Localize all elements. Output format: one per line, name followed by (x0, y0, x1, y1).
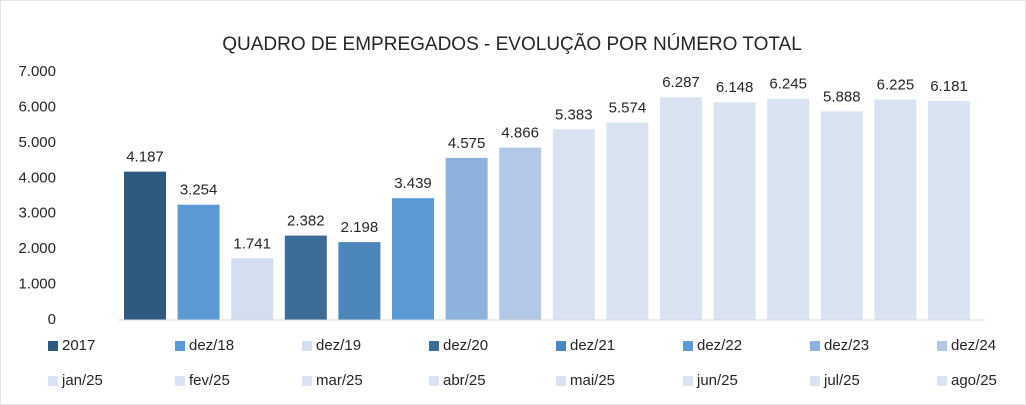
legend-swatch (810, 341, 820, 351)
value-label: 6.148 (716, 79, 754, 96)
value-label: 3.439 (394, 175, 432, 192)
value-label: 4.866 (501, 125, 539, 142)
bar (928, 101, 970, 321)
legend-swatch (937, 376, 947, 386)
bar (552, 129, 595, 320)
y-tick-label: 1.000 (18, 276, 56, 293)
value-label: 5.888 (823, 88, 861, 105)
value-label: 2.198 (341, 219, 379, 236)
legend-label: dez/21 (570, 337, 615, 354)
value-label: 5.574 (609, 99, 647, 116)
y-tick-label: 4.000 (18, 169, 56, 186)
legend-swatch (937, 341, 947, 351)
legend-swatch (302, 341, 312, 351)
bar (338, 242, 381, 320)
legend-label: fev/25 (189, 372, 230, 389)
legend-label: dez/20 (443, 337, 488, 354)
value-label: 5.383 (555, 106, 593, 123)
legend-label: mai/25 (570, 372, 615, 389)
bar (392, 198, 434, 320)
legend-swatch (429, 341, 439, 351)
legend-label: jan/25 (61, 372, 103, 389)
bar (767, 98, 810, 321)
y-tick-label: 0 (48, 311, 56, 328)
bar (874, 99, 917, 320)
legend-label: dez/23 (824, 337, 869, 354)
value-label: 6.287 (662, 74, 700, 91)
legend-swatch (175, 376, 185, 386)
bar (499, 147, 542, 320)
value-label: 4.575 (448, 135, 486, 152)
y-tick-label: 6.000 (18, 98, 56, 115)
bar (606, 122, 649, 320)
legend-swatch (683, 376, 693, 386)
legend-swatch (556, 376, 566, 386)
legend-label: dez/24 (951, 337, 996, 354)
legend-swatch (48, 341, 58, 351)
chart-title: QUADRO DE EMPREGADOS - EVOLUÇÃO POR NÚME… (222, 33, 802, 55)
value-label: 6.225 (877, 76, 915, 93)
legend-label: jun/25 (696, 372, 738, 389)
value-label: 2.382 (287, 213, 325, 230)
legend-swatch (429, 376, 439, 386)
bar (660, 97, 702, 320)
legend-swatch (48, 376, 58, 386)
value-label: 6.181 (930, 78, 968, 95)
value-label: 4.187 (126, 149, 164, 166)
bar (231, 258, 274, 320)
y-tick-label: 5.000 (18, 134, 56, 151)
legend-label: mar/25 (316, 372, 363, 389)
legend-label: dez/18 (189, 337, 234, 354)
legend-swatch (810, 376, 820, 386)
value-label: 3.254 (180, 182, 218, 199)
legend-swatch (556, 341, 566, 351)
legend-swatch (683, 341, 693, 351)
legend-label: dez/22 (697, 337, 742, 354)
legend-swatch (302, 376, 312, 386)
bar (713, 102, 756, 320)
y-tick-label: 2.000 (18, 240, 56, 257)
value-label: 1.741 (233, 235, 271, 252)
bar (820, 111, 863, 320)
y-tick-label: 7.000 (18, 63, 56, 80)
bar (445, 157, 488, 320)
value-label: 6.245 (769, 76, 807, 93)
bar (284, 235, 327, 320)
bar (124, 171, 166, 320)
bar (177, 204, 220, 320)
legend-label: abr/25 (443, 372, 486, 389)
legend-swatch (175, 341, 185, 351)
legend-label: dez/19 (316, 337, 361, 354)
legend-label: 2017 (62, 337, 95, 354)
y-tick-label: 3.000 (18, 205, 56, 222)
legend-label: ago/25 (951, 372, 997, 389)
legend-label: jul/25 (823, 372, 860, 389)
